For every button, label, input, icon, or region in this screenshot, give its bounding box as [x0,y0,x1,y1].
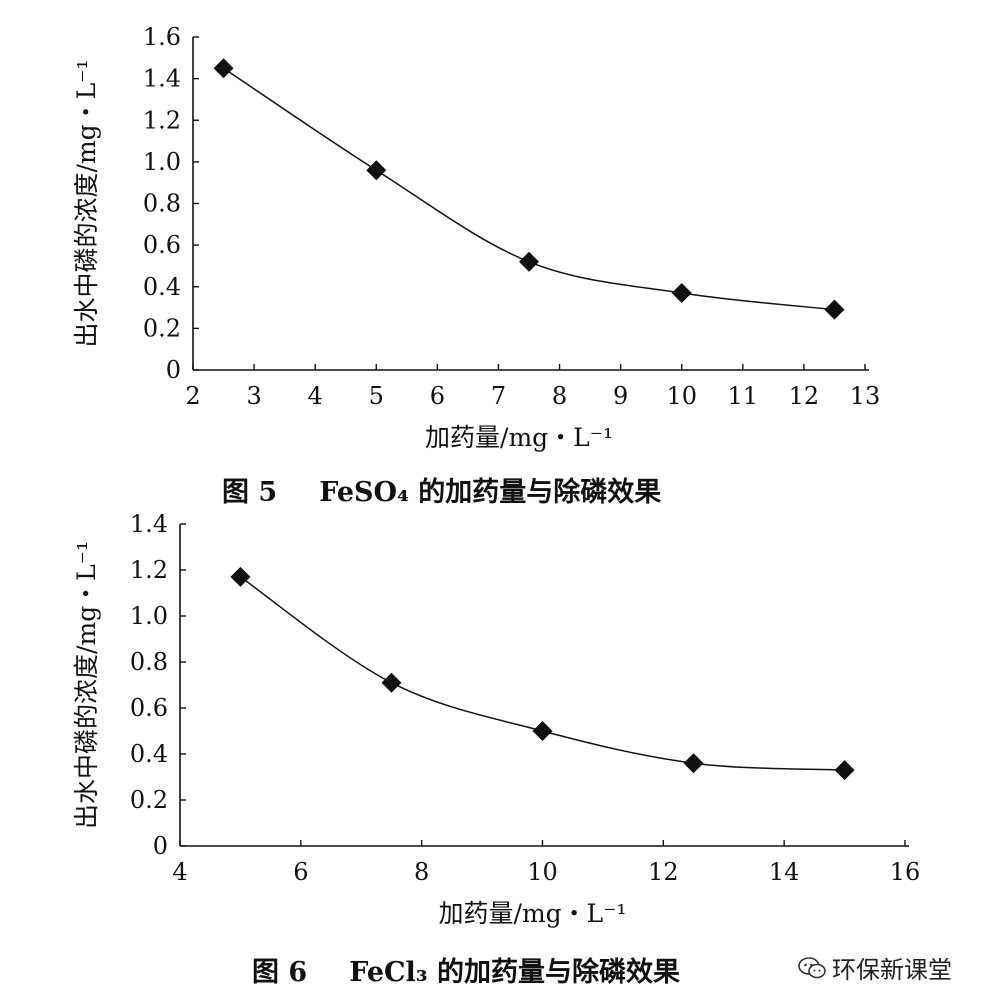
chart2-x-axis-label: 加药量/mg・L⁻¹ [439,899,627,928]
chart-fig5: 2 3 4 5 6 7 8 9 10 11 12 13 0 0.2 0.4 0.6 0.8 1.0 1.2 1.4 1.… [72,23,881,452]
caption-fig6-number: 图 6 [252,957,308,988]
chart2-x-tick-label: 10 [527,858,558,886]
chart1-data-point [671,282,692,303]
chart1-x-tick-label: 3 [246,382,261,410]
caption-fig5: 图 5 FeSO₄ 的加药量与除磷效果 [222,470,661,509]
caption-fig6: 图 6 FeCl₃ 的加药量与除磷效果 [252,950,680,989]
chart1-x-tick-label: 6 [430,382,445,410]
chart1-series-line [223,67,835,311]
watermark: 环保新课堂 [798,950,952,985]
chart2-y-tick-label: 0.4 [130,740,168,768]
chart1-x-tick-label: 11 [728,382,759,410]
chart2-x-tick-label: 6 [293,858,308,886]
chart2-y-axis-label: 出水中磷的浓度/mg・L⁻¹ [72,541,101,829]
chart1-y-tick-label: 0.6 [143,231,181,259]
caption-fig5-number: 图 5 [222,477,278,508]
watermark-text: 环保新课堂 [832,956,952,984]
chart2-x-tick-label: 16 [890,858,921,886]
chart1-y-tick-label: 1.0 [143,148,181,176]
caption-fig5-text: FeSO₄ 的加药量与除磷效果 [319,477,662,508]
chart1-x-tick-label: 5 [369,382,384,410]
chart2-y-tick-label: 1.0 [130,602,168,630]
chart2-y-tick-label: 0.6 [130,694,168,722]
chart1-x-tick-label: 2 [185,382,200,410]
chart2-y-tick-label: 1.2 [130,556,168,584]
chart1-x-axis-label: 加药量/mg・L⁻¹ [425,423,613,452]
chart2-data-point [381,672,402,693]
chart1-y-tick-label: 0 [166,356,181,384]
chart2-y-tick-label: 0.2 [130,786,168,814]
chart1-y-axis-label: 出水中磷的浓度/mg・L⁻¹ [72,60,101,348]
chart2-x-tick-label: 12 [648,858,679,886]
chart1-y-tick-label: 0.4 [143,273,181,301]
chart2-y-tick-label: 1.4 [130,510,168,538]
chart1-x-tick-label: 7 [491,382,506,410]
chart1-x-tick-label: 10 [666,382,697,410]
wechat-icon [798,956,826,978]
chart2-data-point [532,721,553,741]
chart1-x-tick-label: 8 [552,382,567,410]
chart2-data-point [834,760,855,781]
chart2-data-point [683,753,704,774]
chart-fig6: 4 6 8 10 12 14 16 0 0.2 0.4 0.6 0.8 1.0 1.2 1.4 加药量/mg・… [72,510,921,928]
chart2-series-line [239,576,845,771]
chart1-data-point [519,251,539,272]
chart1-x-tick-label: 9 [613,382,628,410]
chart1-data-point [824,299,845,320]
chart2-y-tick-label: 0.8 [130,648,168,676]
chart2-data-point [230,566,251,587]
chart1-x-tick-label: 4 [308,382,323,410]
caption-fig6-text: FeCl₃ 的加药量与除磷效果 [349,957,681,988]
chart2-x-tick-label: 14 [769,858,800,886]
chart2-y-tick-label: 0 [153,832,168,860]
chart1-x-tick-label: 13 [850,382,881,410]
chart1-y-tick-label: 1.2 [143,106,181,134]
chart1-y-tick-label: 0.2 [143,314,181,342]
chart1-y-tick-label: 1.6 [143,23,181,51]
chart2-x-tick-label: 8 [414,858,429,886]
chart1-y-tick-label: 0.8 [143,190,181,218]
chart1-y-tick-label: 1.4 [143,65,181,93]
chart1-data-point [213,58,234,79]
chart2-x-tick-label: 4 [172,858,187,886]
chart1-x-tick-label: 12 [789,382,820,410]
chart1-data-point [366,160,387,181]
